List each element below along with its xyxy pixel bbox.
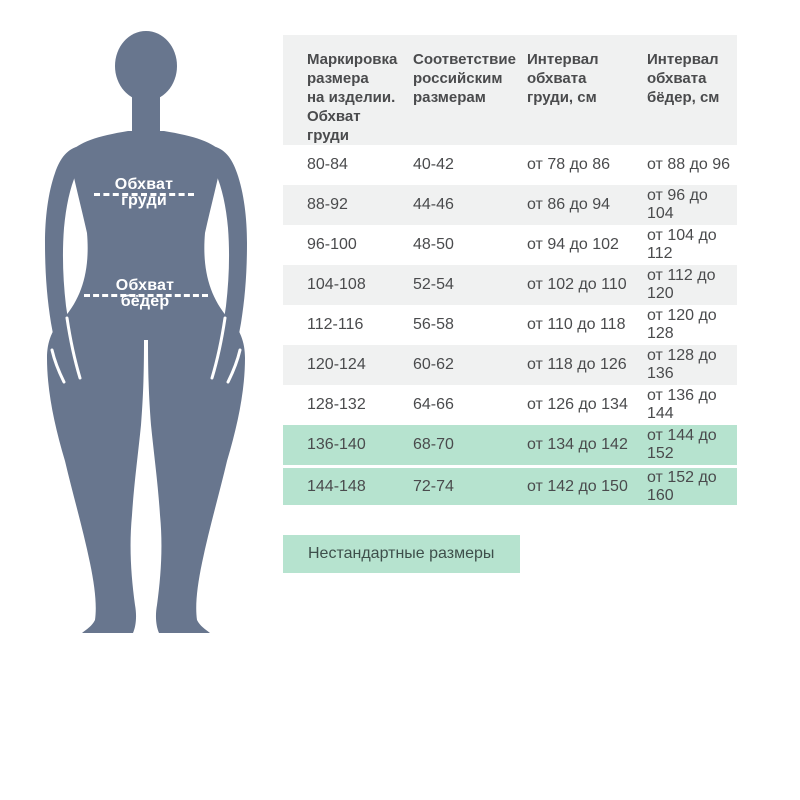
table-row: 144-148 72-74 от 142 до 150 от 152 до 16… <box>283 465 737 505</box>
table-row: 104-108 52-54 от 102 до 110 от 112 до 12… <box>283 265 737 305</box>
chest-measure-label: Обхват груди <box>114 176 174 209</box>
nonstandard-sizes-badge: Нестандартные размеры <box>283 535 520 573</box>
cell-chest-interval: от 118 до 126 <box>527 356 627 373</box>
cell-russian-size: 44-46 <box>413 196 454 213</box>
hand-gap-line <box>50 348 66 384</box>
size-table: Маркировка размера на изделии. Обхват гр… <box>283 35 737 505</box>
silhouette-body <box>47 131 245 633</box>
cell-hips-interval: от 104 до 112 <box>647 227 717 262</box>
header-hips-interval: Интервал обхвата бёдер, см <box>647 51 720 106</box>
header-russian-size: Соответствие российским размерам <box>413 51 516 106</box>
table-row: 112-116 56-58 от 110 до 118 от 120 до 12… <box>283 305 737 345</box>
cell-hips-interval: от 96 до 104 <box>647 187 708 222</box>
cell-russian-size: 52-54 <box>413 276 454 293</box>
table-header-row: Маркировка размера на изделии. Обхват гр… <box>283 35 737 145</box>
chest-dashed-line <box>94 193 194 196</box>
table-body: 80-84 40-42 от 78 до 86 от 88 до 96 88-9… <box>283 145 737 505</box>
table-row: 128-132 64-66 от 126 до 134 от 136 до 14… <box>283 385 737 425</box>
cell-chest-interval: от 86 до 94 <box>527 196 611 213</box>
cell-marking: 80-84 <box>307 156 348 173</box>
table-row: 88-92 44-46 от 86 до 94 от 96 до 104 <box>283 185 737 225</box>
cell-hips-interval: от 128 до 136 <box>647 347 717 382</box>
cell-chest-interval: от 110 до 118 <box>527 316 626 333</box>
cell-hips-interval: от 112 до 120 <box>647 267 716 302</box>
female-silhouette-illustration <box>45 31 247 633</box>
cell-russian-size: 48-50 <box>413 236 454 253</box>
cell-chest-interval: от 94 до 102 <box>527 236 619 253</box>
cell-russian-size: 68-70 <box>413 436 454 453</box>
cell-hips-interval: от 136 до 144 <box>647 387 717 422</box>
hips-dashed-line <box>84 294 208 297</box>
cell-russian-size: 40-42 <box>413 156 454 173</box>
cell-marking: 112-116 <box>307 316 364 333</box>
cell-russian-size: 56-58 <box>413 316 454 333</box>
cell-chest-interval: от 142 до 150 <box>527 477 628 495</box>
silhouette-left-arm <box>45 146 81 387</box>
cell-marking: 144-148 <box>307 477 366 495</box>
cell-marking: 136-140 <box>307 436 366 453</box>
cell-chest-interval: от 126 до 134 <box>527 396 628 413</box>
cell-hips-interval: от 144 до 152 <box>647 427 717 462</box>
cell-chest-interval: от 102 до 110 <box>527 276 627 293</box>
hips-measure-label: Обхват бёдер <box>115 277 175 310</box>
header-chest-interval: Интервал обхвата груди, см <box>527 51 599 106</box>
hand-gap-line <box>210 316 227 380</box>
cell-marking: 104-108 <box>307 276 366 293</box>
table-row: 80-84 40-42 от 78 до 86 от 88 до 96 <box>283 145 737 185</box>
cell-hips-interval: от 120 до 128 <box>647 307 717 342</box>
cell-chest-interval: от 78 до 86 <box>527 156 611 173</box>
silhouette-head <box>115 31 177 101</box>
table-row: 96-100 48-50 от 94 до 102 от 104 до 112 <box>283 225 737 265</box>
table-row: 120-124 60-62 от 118 до 126 от 128 до 13… <box>283 345 737 385</box>
silhouette-neck <box>132 90 160 138</box>
cell-chest-interval: от 134 до 142 <box>527 436 628 453</box>
cell-marking: 120-124 <box>307 356 366 373</box>
cell-russian-size: 64-66 <box>413 396 454 413</box>
cell-marking: 96-100 <box>307 236 357 253</box>
header-marking: Маркировка размера на изделии. Обхват гр… <box>307 51 398 144</box>
cell-marking: 128-132 <box>307 396 366 413</box>
silhouette-right-arm <box>211 146 247 387</box>
cell-hips-interval: от 152 до 160 <box>647 468 717 504</box>
cell-russian-size: 72-74 <box>413 477 454 495</box>
table-row: 136-140 68-70 от 134 до 142 от 144 до 15… <box>283 425 737 465</box>
cell-marking: 88-92 <box>307 196 348 213</box>
cell-hips-interval: от 88 до 96 <box>647 156 731 173</box>
hand-gap-line <box>65 316 82 380</box>
cell-russian-size: 60-62 <box>413 356 454 373</box>
hand-gap-line <box>226 348 242 384</box>
